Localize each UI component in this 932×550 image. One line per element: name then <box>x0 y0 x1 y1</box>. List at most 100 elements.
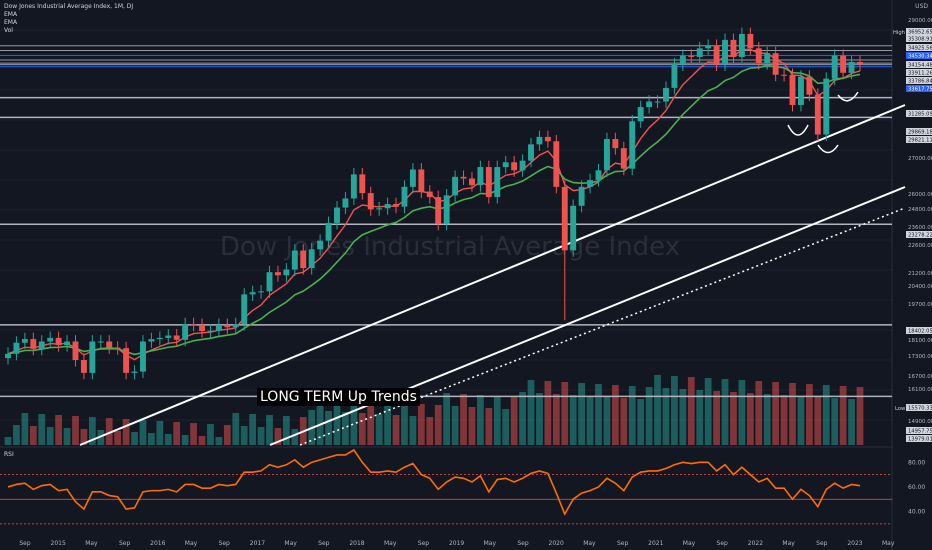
price-label-box <box>906 435 932 442</box>
volume-bar <box>519 392 526 445</box>
candle-body <box>443 195 450 224</box>
price-tick-label: 26000.00 <box>908 192 932 198</box>
candle-body <box>789 74 796 105</box>
volume-bar <box>223 425 231 445</box>
candle-body <box>679 55 686 65</box>
candle-body <box>207 330 214 332</box>
volume-bar <box>316 398 324 445</box>
rsi-tick-label: 80.00 <box>908 459 925 466</box>
candle-body <box>258 291 265 293</box>
candle-body <box>713 45 720 65</box>
volume-bar <box>105 418 113 445</box>
price-label-box <box>906 35 932 42</box>
time-tick-label: 2016 <box>150 540 165 547</box>
volume-bar <box>266 415 273 445</box>
volume-bar <box>55 415 62 445</box>
candle-body <box>806 76 813 95</box>
volume-bar <box>325 411 332 445</box>
candle-body <box>55 337 62 346</box>
volume-bar <box>654 375 661 445</box>
volume-bar <box>552 394 560 445</box>
volume-bar <box>392 415 400 445</box>
volume-bar <box>173 422 181 445</box>
time-tick-label: 2023 <box>847 540 862 547</box>
candle-body <box>578 186 585 206</box>
time-tick-label: 2018 <box>349 540 364 547</box>
volume-bar <box>29 426 37 445</box>
volume-bar <box>797 396 805 445</box>
candle-body <box>367 193 374 210</box>
candle-body <box>21 339 28 343</box>
candle-body <box>435 197 442 224</box>
candle-body <box>300 250 307 269</box>
price-axis: 29000.00 27000.00 26000.00 24800.00 23600.00… <box>893 18 932 443</box>
price-label-box <box>906 327 932 334</box>
volume-bar <box>409 416 417 445</box>
volume-bar <box>468 407 476 445</box>
time-tick-label: Sep <box>816 540 828 547</box>
candle-body <box>418 169 425 192</box>
candle-body <box>755 48 762 64</box>
candle-body <box>308 249 315 269</box>
volume-bar <box>645 387 653 445</box>
volume-bar <box>257 427 265 445</box>
legend-ema-2: EMA <box>4 19 18 26</box>
candle-body <box>730 39 737 57</box>
candle-body <box>612 139 619 149</box>
time-tick-label: May <box>882 540 895 547</box>
price-label-box <box>906 61 932 68</box>
ema-fast-line <box>7 48 861 361</box>
volume-bar <box>63 428 71 445</box>
candle-body <box>671 64 678 88</box>
candle-body <box>688 55 695 57</box>
candle-body <box>5 353 11 359</box>
volume-bar <box>21 413 29 445</box>
candle-body <box>156 337 163 340</box>
candle-body <box>831 55 838 79</box>
grid <box>0 0 893 550</box>
time-tick-label: 2019 <box>449 540 464 547</box>
volume-bar <box>536 393 543 445</box>
price-tick-label: 23600.00 <box>908 225 932 231</box>
price-tick-label: 16700.00 <box>908 374 932 380</box>
volume-bar <box>46 427 54 445</box>
candle-body <box>705 45 712 49</box>
volume-bar <box>662 388 670 445</box>
bottom-curve <box>817 144 839 154</box>
rsi-pane: 80.00 60.00 40.00 <box>0 448 925 525</box>
volume-bar <box>367 401 375 445</box>
price-label-box <box>906 28 932 35</box>
price-label-box <box>906 110 932 117</box>
candle-body <box>140 341 146 372</box>
price-label-box <box>906 404 932 411</box>
candle-body <box>249 292 256 295</box>
trend-line-upper <box>79 104 906 446</box>
volume-bar <box>417 404 425 445</box>
candle-body <box>131 371 138 373</box>
volume-bar <box>434 405 442 445</box>
price-label: 15570.33 <box>908 406 932 412</box>
candle-body <box>511 162 518 171</box>
volume-bar <box>738 380 746 445</box>
candle-body <box>561 186 568 251</box>
legend: Dow Jones Industrial Average Index, 1M, … <box>4 3 133 35</box>
volume-bar <box>4 437 12 445</box>
price-label: 33617.75 <box>908 87 932 93</box>
volume-bar <box>88 417 96 445</box>
candle-body <box>570 205 577 251</box>
candle-body <box>384 204 391 209</box>
price-tick-label: 14900.00 <box>908 419 932 425</box>
volume-bar <box>780 395 788 445</box>
volume-bar <box>13 425 20 445</box>
time-tick-label: May <box>85 540 98 547</box>
candle-body <box>224 324 231 328</box>
volume-bar <box>198 436 206 445</box>
volume-bar <box>485 408 493 445</box>
time-tick-label: Sep <box>517 540 529 547</box>
legend-title: Dow Jones Industrial Average Index, 1M, … <box>4 3 134 10</box>
volume-bar <box>333 399 341 445</box>
price-label: 31285.09 <box>908 112 932 118</box>
candle-body <box>544 136 551 142</box>
trend-annotation: LONG TERM Up Trends <box>257 388 420 406</box>
